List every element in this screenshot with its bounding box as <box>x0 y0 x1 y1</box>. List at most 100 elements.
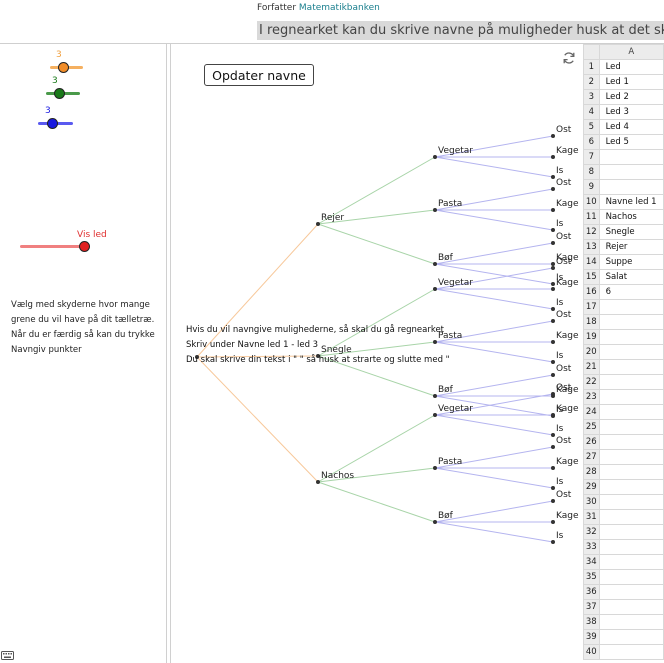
cell-a[interactable] <box>598 464 664 480</box>
sheet-row[interactable]: 11 Nachos <box>583 209 664 225</box>
cell-a[interactable] <box>598 554 664 570</box>
sheet-row[interactable]: 29 <box>583 479 664 495</box>
sheet-row[interactable]: 35 <box>583 569 664 585</box>
cell-a[interactable] <box>598 329 664 345</box>
cell-a[interactable]: Snegle <box>598 224 664 240</box>
cell-a[interactable] <box>598 314 664 330</box>
cell-a[interactable]: 6 <box>598 284 664 300</box>
slider-level-2[interactable]: 3 <box>42 76 82 106</box>
tree-node-level-3[interactable] <box>551 486 555 490</box>
cell-a[interactable]: Led 1 <box>598 74 664 90</box>
cell-a[interactable] <box>598 629 664 645</box>
sheet-row[interactable]: 25 <box>583 419 664 435</box>
row-number[interactable]: 13 <box>583 239 600 255</box>
sheet-row[interactable]: 17 <box>583 299 664 315</box>
sheet-row[interactable]: 33 <box>583 539 664 555</box>
vis-led-knob[interactable] <box>79 241 90 252</box>
tree-node-level-3[interactable] <box>551 287 555 291</box>
tree-node-level-3[interactable] <box>551 360 555 364</box>
cell-a[interactable]: Nachos <box>598 209 664 225</box>
row-number[interactable]: 34 <box>583 554 600 570</box>
row-number[interactable]: 20 <box>583 344 600 360</box>
cell-a[interactable]: Navne led 1 <box>598 194 664 210</box>
tree-node-level-2[interactable] <box>433 287 437 291</box>
cell-a[interactable]: Led <box>598 59 664 75</box>
row-number[interactable]: 10 <box>583 194 600 210</box>
sheet-row[interactable]: 38 <box>583 614 664 630</box>
cell-a[interactable] <box>598 164 664 180</box>
sheet-row[interactable]: 13 Rejer <box>583 239 664 255</box>
main-graphics-view[interactable]: Ost Kage Is Vegetar Ost Kage Is Pasta Ost Kage Is B… <box>171 44 583 663</box>
row-number[interactable]: 4 <box>583 104 600 120</box>
sheet-row[interactable]: 30 <box>583 494 664 510</box>
row-number[interactable]: 5 <box>583 119 600 135</box>
tree-node-level-3[interactable] <box>551 266 555 270</box>
sheet-row[interactable]: 12 Snegle <box>583 224 664 240</box>
sheet-row[interactable]: 10 Navne led 1 <box>583 194 664 210</box>
tree-node-level-1[interactable] <box>316 480 320 484</box>
cell-a[interactable] <box>598 374 664 390</box>
tree-node-level-3[interactable] <box>551 373 555 377</box>
row-number[interactable]: 8 <box>583 164 600 180</box>
sheet-row[interactable]: 9 <box>583 179 664 195</box>
cell-a[interactable]: Rejer <box>598 239 664 255</box>
row-number[interactable]: 17 <box>583 299 600 315</box>
cell-a[interactable] <box>598 599 664 615</box>
slider-2-knob[interactable] <box>54 88 65 99</box>
cell-a[interactable] <box>598 494 664 510</box>
sheet-row[interactable]: 3 Led 2 <box>583 89 664 105</box>
tree-node-level-2[interactable] <box>433 520 437 524</box>
row-number[interactable]: 14 <box>583 254 600 270</box>
tree-node-level-2[interactable] <box>433 208 437 212</box>
slider-level-1[interactable]: 3 <box>46 50 86 80</box>
sheet-row[interactable]: 20 <box>583 344 664 360</box>
tree-node-level-3[interactable] <box>551 241 555 245</box>
sheet-row[interactable]: 14 Suppe <box>583 254 664 270</box>
sheet-row[interactable]: 15 Salat <box>583 269 664 285</box>
sheet-row[interactable]: 2 Led 1 <box>583 74 664 90</box>
cell-a[interactable] <box>598 539 664 555</box>
tree-node-level-3[interactable] <box>551 175 555 179</box>
tree-node-level-3[interactable] <box>551 520 555 524</box>
row-number[interactable]: 7 <box>583 149 600 165</box>
row-number[interactable]: 35 <box>583 569 600 585</box>
row-number[interactable]: 28 <box>583 464 600 480</box>
column-header-a[interactable]: A <box>598 44 664 60</box>
sheet-row[interactable]: 39 <box>583 629 664 645</box>
update-names-button[interactable]: Opdater navne <box>204 64 314 86</box>
row-number[interactable]: 23 <box>583 389 600 405</box>
tree-node-level-3[interactable] <box>551 392 555 396</box>
tree-node-level-3[interactable] <box>551 499 555 503</box>
cell-a[interactable] <box>598 569 664 585</box>
sheet-row[interactable]: 26 <box>583 434 664 450</box>
cell-a[interactable] <box>598 614 664 630</box>
row-number[interactable]: 9 <box>583 179 600 195</box>
cell-a[interactable]: Led 2 <box>598 89 664 105</box>
corner-cell[interactable] <box>583 44 600 60</box>
tree-node-level-3[interactable] <box>551 208 555 212</box>
vis-led-slider[interactable]: Vis led <box>18 228 107 254</box>
cell-a[interactable] <box>598 149 664 165</box>
row-number[interactable]: 11 <box>583 209 600 225</box>
row-number[interactable]: 22 <box>583 374 600 390</box>
slider-3-knob[interactable] <box>47 118 58 129</box>
row-number[interactable]: 32 <box>583 524 600 540</box>
cell-a[interactable] <box>598 509 664 525</box>
panel-separator[interactable] <box>170 44 171 663</box>
author-link[interactable]: Matematikbanken <box>298 3 380 13</box>
row-number[interactable]: 3 <box>583 89 600 105</box>
sheet-row[interactable]: 22 <box>583 374 664 390</box>
cell-a[interactable] <box>598 389 664 405</box>
tree-node-level-1[interactable] <box>316 354 320 358</box>
tree-node-level-3[interactable] <box>551 319 555 323</box>
row-number[interactable]: 15 <box>583 269 600 285</box>
row-number[interactable]: 38 <box>583 614 600 630</box>
cell-a[interactable]: Salat <box>598 269 664 285</box>
row-number[interactable]: 29 <box>583 479 600 495</box>
sheet-row[interactable]: 37 <box>583 599 664 615</box>
tree-node-level-3[interactable] <box>551 340 555 344</box>
keyboard-icon[interactable] <box>1 651 14 660</box>
cell-a[interactable]: Suppe <box>598 254 664 270</box>
tree-node-level-3[interactable] <box>551 307 555 311</box>
